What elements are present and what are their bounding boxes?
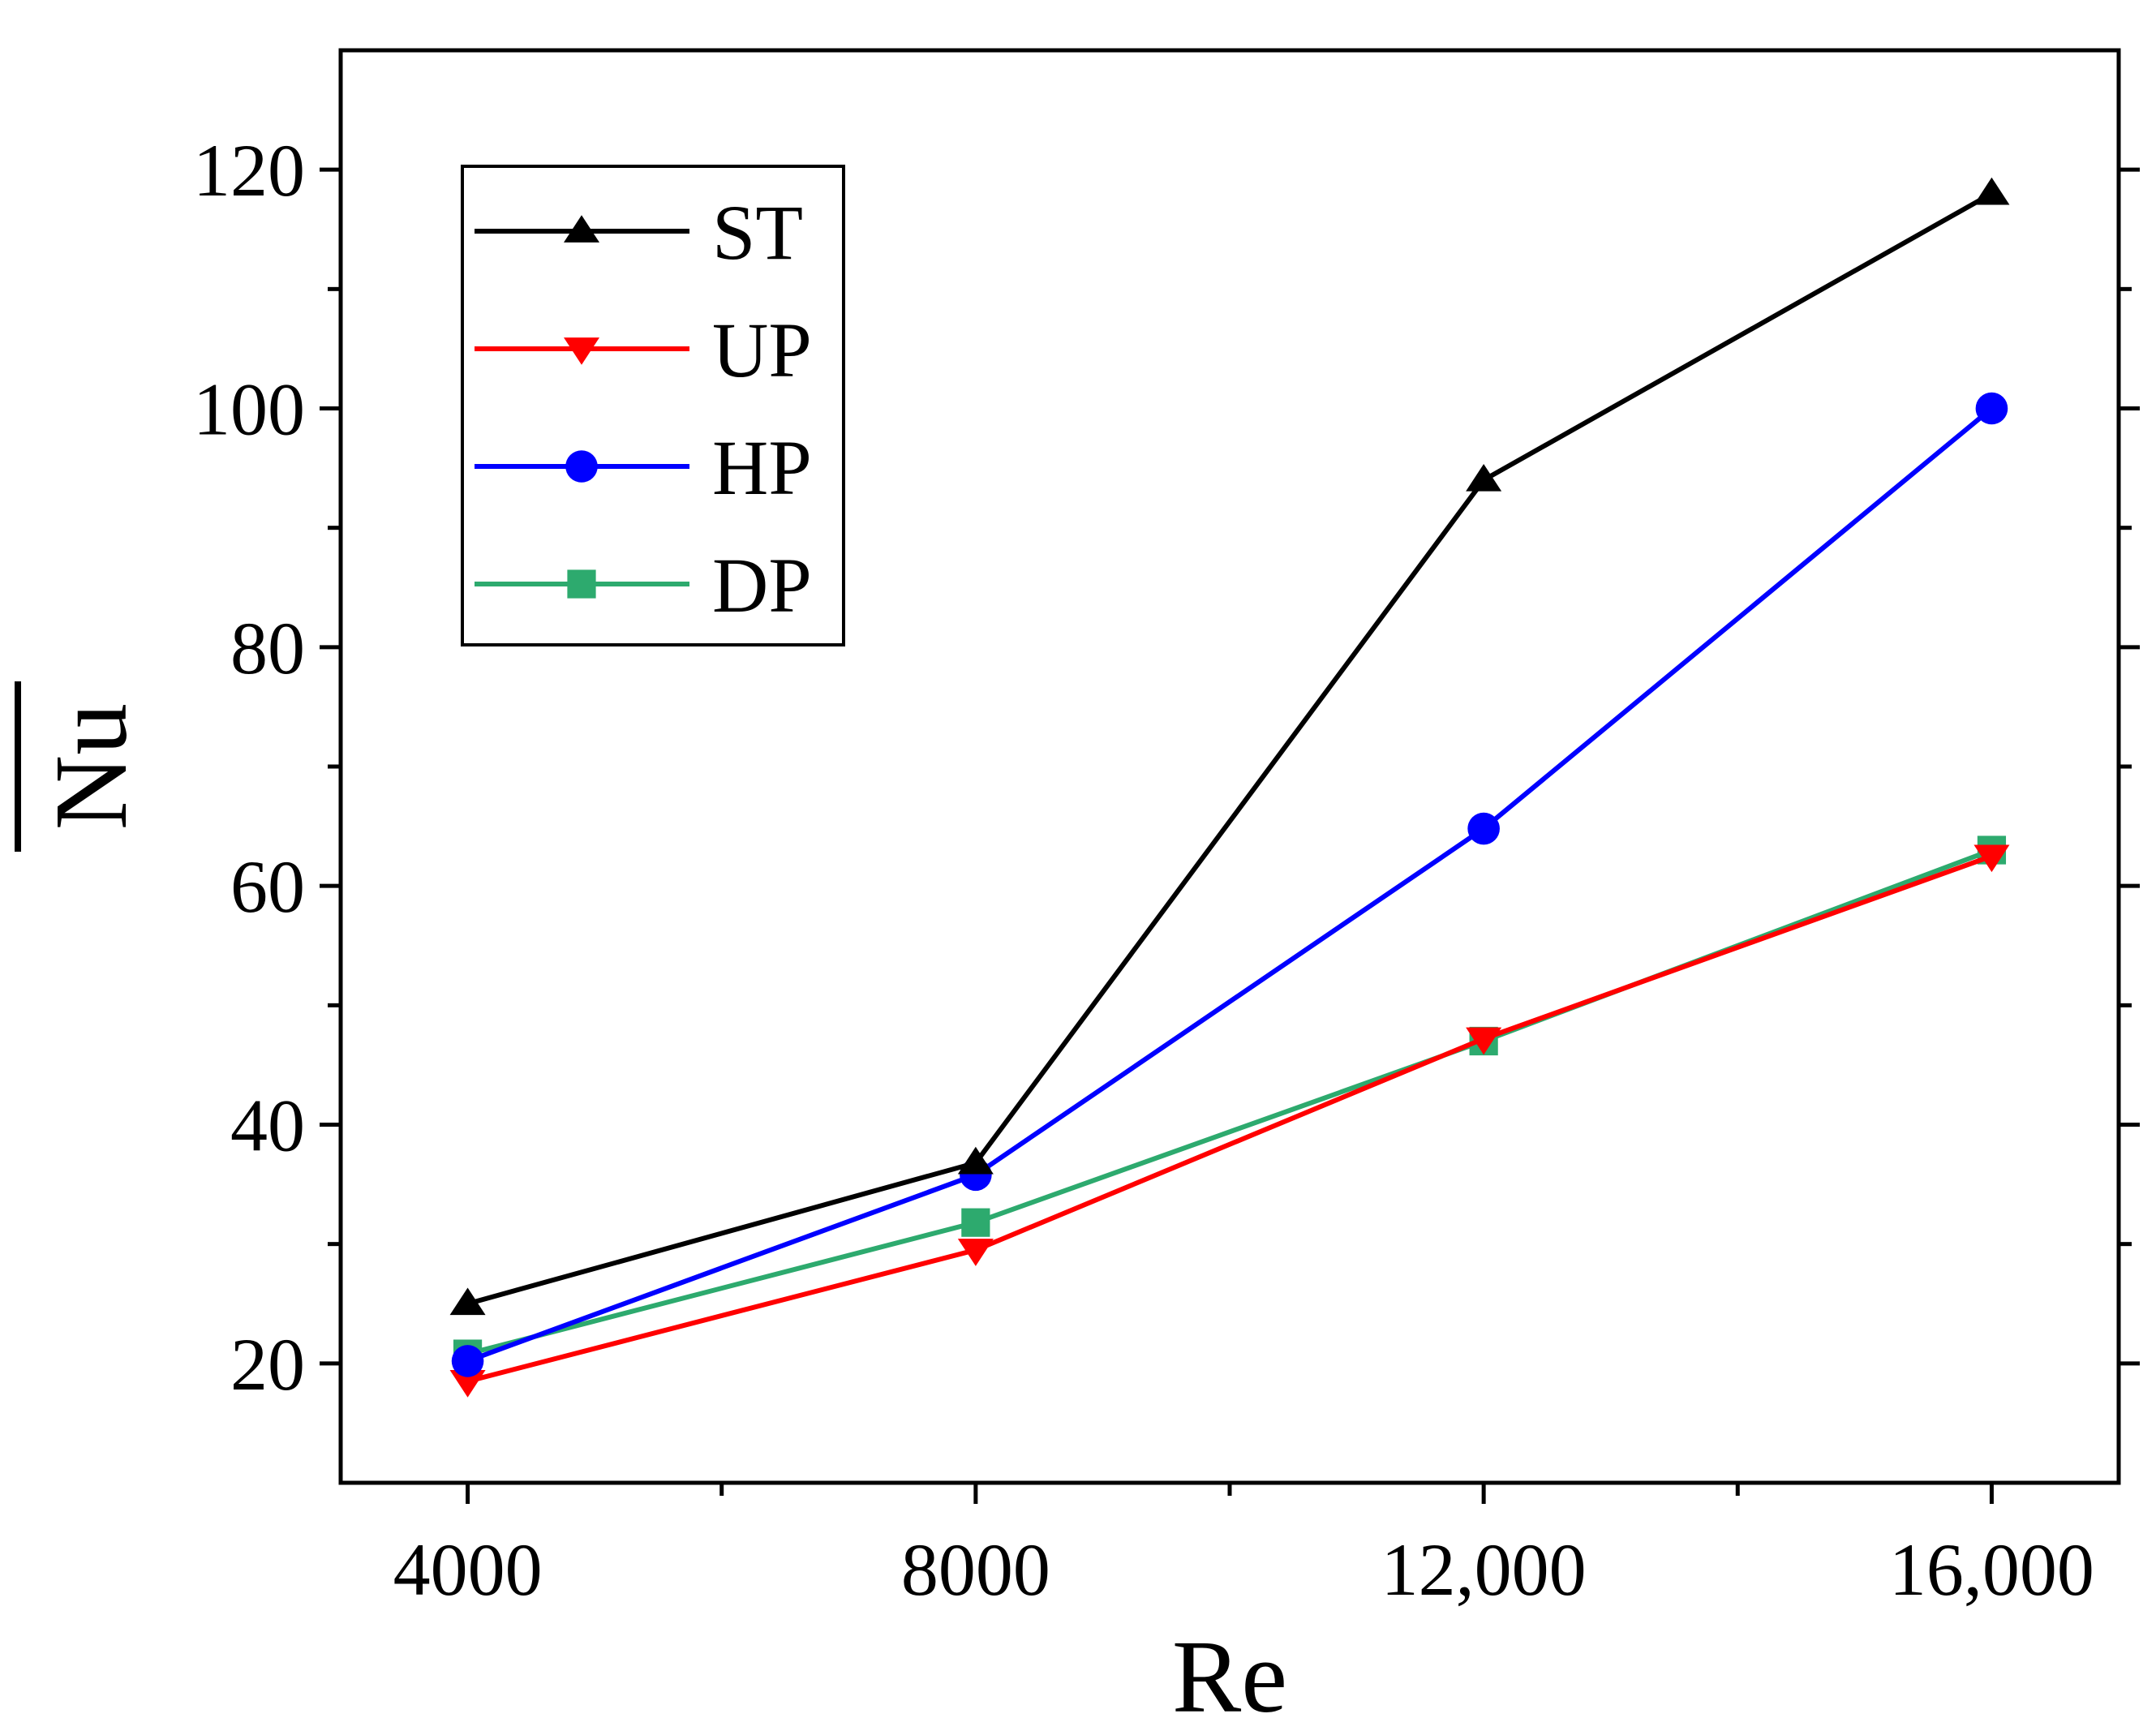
data-point-st [449,1287,486,1316]
legend-label-dp: DP [712,542,812,629]
legend-marker-up [564,337,599,365]
legend-box [461,165,845,646]
data-point-st [1973,177,2010,205]
x-tick-label: 16,000 [1889,1528,2094,1611]
legend-label-st: ST [712,189,803,276]
x-tick-label: 8000 [901,1528,1050,1611]
y-tick-label: 40 [230,1085,305,1167]
y-tick-label: 60 [230,845,305,928]
y-tick-label: 100 [193,368,305,451]
data-point-up [449,1370,486,1398]
x-tick-label: 12,000 [1381,1528,1587,1611]
series-line-st [466,191,1993,1307]
legend-label-up: UP [712,307,812,393]
legend-label-hp: HP [712,424,812,511]
y-tick-label: 120 [193,129,305,212]
y-tick-label: 20 [230,1323,305,1406]
legend-marker-st [564,215,599,243]
y-tick-label: 80 [230,607,305,689]
series-line-hp [466,406,1994,1364]
x-tick-label: 4000 [393,1528,543,1611]
x-axis-title: Re [1172,1619,1287,1731]
data-point-up [1466,1027,1502,1055]
data-point-up [957,1239,994,1266]
legend-marker-dp [567,569,596,599]
legend-marker-hp [565,450,598,483]
data-point-dp [961,1208,990,1237]
data-point-hp [451,1345,484,1377]
data-point-up [1973,844,2010,873]
data-point-st [1466,464,1502,492]
series-line-up [466,853,1993,1384]
data-point-hp [1467,812,1500,845]
data-point-hp [1975,392,2008,425]
data-point-st [957,1146,994,1175]
y-axis-title: Nu [33,703,148,830]
